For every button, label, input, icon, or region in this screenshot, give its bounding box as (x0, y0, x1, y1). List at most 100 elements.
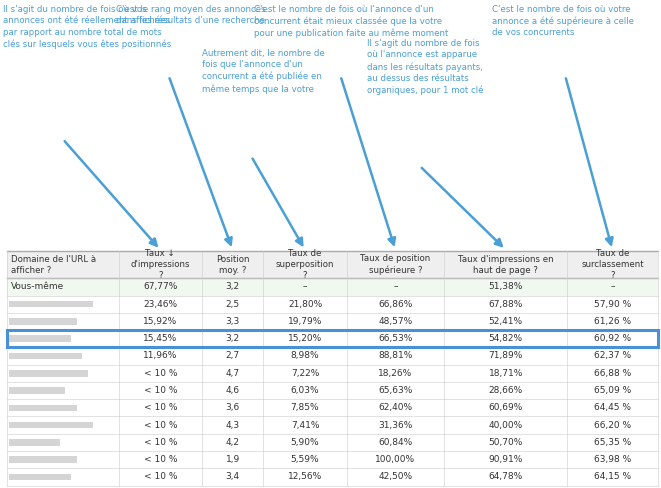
Text: 3,6: 3,6 (225, 403, 240, 412)
Text: 40,00%: 40,00% (488, 421, 523, 429)
Text: C'est le nombre de fois où votre
annonce a été supérieure à celle
de vos concurr: C'est le nombre de fois où votre annonce… (492, 5, 635, 38)
Bar (9, 456, 77, 463)
Bar (7, 347, 658, 365)
Text: 15,92%: 15,92% (143, 317, 177, 326)
Bar (9, 439, 59, 446)
Text: 3,2: 3,2 (225, 334, 240, 343)
Text: < 10 %: < 10 % (143, 455, 177, 464)
Text: 66,86%: 66,86% (378, 300, 412, 309)
Text: Taux de position
supérieure ?: Taux de position supérieure ? (360, 254, 430, 275)
Text: Taux d'impressions en
haut de page ?: Taux d'impressions en haut de page ? (458, 255, 554, 275)
Text: 6,03%: 6,03% (291, 386, 319, 395)
Bar (7, 416, 658, 434)
Text: 66,53%: 66,53% (378, 334, 412, 343)
Text: 88,81%: 88,81% (378, 351, 412, 361)
Text: 8,98%: 8,98% (291, 351, 319, 361)
Text: 57,90 %: 57,90 % (594, 300, 631, 309)
Text: 66,20 %: 66,20 % (594, 421, 631, 429)
Text: 23,46%: 23,46% (143, 300, 177, 309)
Text: 67,77%: 67,77% (143, 283, 178, 291)
Text: 3,4: 3,4 (225, 472, 240, 482)
Text: < 10 %: < 10 % (143, 369, 177, 378)
Text: Vous-même: Vous-même (11, 283, 64, 291)
Text: < 10 %: < 10 % (143, 421, 177, 429)
Bar (7, 330, 658, 347)
Text: 18,26%: 18,26% (378, 369, 412, 378)
Text: 4,2: 4,2 (225, 438, 240, 447)
Text: 64,78%: 64,78% (488, 472, 523, 482)
Text: 52,41%: 52,41% (488, 317, 523, 326)
Text: 31,36%: 31,36% (378, 421, 412, 429)
Text: 42,50%: 42,50% (378, 472, 412, 482)
Text: C'est le nombre de fois où l'annonce d'un
concurrent était mieux classée que la : C'est le nombre de fois où l'annonce d'u… (254, 5, 449, 38)
Text: 28,66%: 28,66% (488, 386, 523, 395)
Text: 11,96%: 11,96% (143, 351, 178, 361)
Text: Autrement dit, le nombre de
fois que l'annonce d'un
concurrent a été publiée en
: Autrement dit, le nombre de fois que l'a… (202, 49, 325, 94)
Text: Taux de
surclassement
?: Taux de surclassement ? (581, 249, 644, 281)
Bar (7, 251, 658, 278)
Bar (9, 370, 88, 377)
Text: Il s'agit du nombre de fois
où l'annonce est apparue
dans les résultats payants,: Il s'agit du nombre de fois où l'annonce… (367, 39, 483, 95)
Text: Domaine de l'URL à
afficher ?: Domaine de l'URL à afficher ? (11, 255, 96, 275)
Bar (9, 405, 77, 411)
Text: Position
moy. ?: Position moy. ? (216, 255, 249, 275)
Bar (7, 399, 658, 416)
Text: 66,88 %: 66,88 % (594, 369, 631, 378)
Bar (7, 382, 658, 399)
Text: 100,00%: 100,00% (375, 455, 416, 464)
Bar (9, 387, 65, 394)
Text: Il s'agit du nombre de fois où vos
annonces ont été réellement affichées
par rap: Il s'agit du nombre de fois où vos annon… (3, 5, 172, 49)
Text: 67,88%: 67,88% (488, 300, 523, 309)
Text: 60,69%: 60,69% (488, 403, 523, 412)
Text: 90,91%: 90,91% (488, 455, 523, 464)
Text: 3,2: 3,2 (225, 283, 240, 291)
Bar (7, 296, 658, 313)
Bar (7, 330, 658, 347)
Text: 50,70%: 50,70% (488, 438, 523, 447)
Bar (9, 335, 71, 342)
Bar (7, 434, 658, 451)
Text: 15,45%: 15,45% (143, 334, 177, 343)
Text: 4,7: 4,7 (225, 369, 240, 378)
Text: –: – (303, 283, 307, 291)
Text: Taux ↓
d'impressions
?: Taux ↓ d'impressions ? (131, 249, 190, 281)
Text: 7,22%: 7,22% (291, 369, 319, 378)
Text: 61,26 %: 61,26 % (594, 317, 631, 326)
Text: 12,56%: 12,56% (288, 472, 322, 482)
Text: 65,09 %: 65,09 % (594, 386, 631, 395)
Text: 18,71%: 18,71% (488, 369, 523, 378)
Text: 54,82%: 54,82% (488, 334, 523, 343)
Text: < 10 %: < 10 % (143, 438, 177, 447)
Bar (9, 474, 71, 480)
Bar (7, 468, 658, 486)
Bar (7, 365, 658, 382)
Text: 2,5: 2,5 (225, 300, 240, 309)
Text: 65,35 %: 65,35 % (594, 438, 631, 447)
Text: 51,38%: 51,38% (488, 283, 523, 291)
Bar (9, 422, 93, 428)
Text: 15,20%: 15,20% (288, 334, 322, 343)
Text: 1,9: 1,9 (225, 455, 240, 464)
Text: 48,57%: 48,57% (378, 317, 412, 326)
Text: 65,63%: 65,63% (378, 386, 412, 395)
Text: 60,84%: 60,84% (378, 438, 412, 447)
Bar (7, 313, 658, 330)
Text: 2,7: 2,7 (225, 351, 240, 361)
Text: < 10 %: < 10 % (143, 472, 177, 482)
Text: –: – (393, 283, 398, 291)
Text: 4,6: 4,6 (225, 386, 240, 395)
Text: 5,59%: 5,59% (291, 455, 319, 464)
Text: 7,85%: 7,85% (291, 403, 319, 412)
Text: C'est le rang moyen des annonces
dans les résultats d'une recherche: C'est le rang moyen des annonces dans le… (116, 5, 265, 25)
Text: 64,45 %: 64,45 % (594, 403, 631, 412)
Text: 19,79%: 19,79% (288, 317, 322, 326)
Text: 63,98 %: 63,98 % (594, 455, 631, 464)
Bar (7, 451, 658, 468)
Bar (7, 278, 658, 296)
Bar (9, 353, 82, 359)
Text: Taux de
superposition
?: Taux de superposition ? (276, 249, 334, 281)
Text: < 10 %: < 10 % (143, 403, 177, 412)
Text: < 10 %: < 10 % (143, 386, 177, 395)
Bar (9, 301, 93, 307)
Text: 4,3: 4,3 (225, 421, 240, 429)
